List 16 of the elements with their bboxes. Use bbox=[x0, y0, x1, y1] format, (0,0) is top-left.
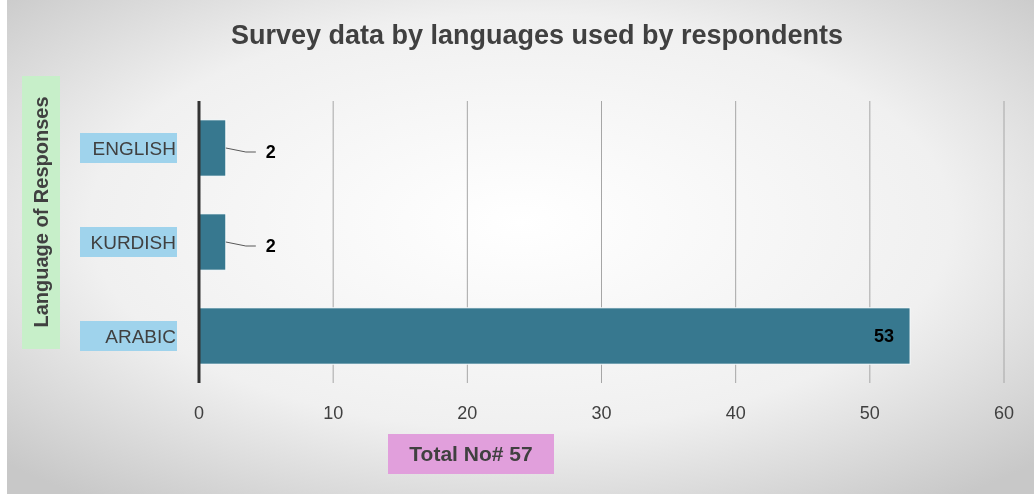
x-tick-label: 60 bbox=[993, 403, 1015, 424]
x-axis-title: Total No# 57 bbox=[409, 442, 533, 466]
chart-title: Survey data by languages used by respondents bbox=[230, 20, 844, 51]
x-tick-label: 30 bbox=[591, 403, 612, 424]
x-tick-label: 50 bbox=[859, 403, 880, 424]
x-tick-label: 0 bbox=[193, 403, 205, 424]
data-label: 2 bbox=[265, 142, 276, 163]
y-axis-title: Language of Responses bbox=[30, 96, 52, 328]
y-tick-label: ARABIC bbox=[105, 325, 176, 347]
y-tick-label: ENGLISH bbox=[92, 137, 176, 159]
data-label: 2 bbox=[265, 236, 276, 257]
y-tick-label: KURDISH bbox=[90, 231, 176, 253]
x-tick-label: 40 bbox=[725, 403, 746, 424]
x-tick-label: 20 bbox=[457, 403, 478, 424]
x-tick-label: 10 bbox=[323, 403, 344, 424]
data-label: 53 bbox=[874, 326, 895, 347]
